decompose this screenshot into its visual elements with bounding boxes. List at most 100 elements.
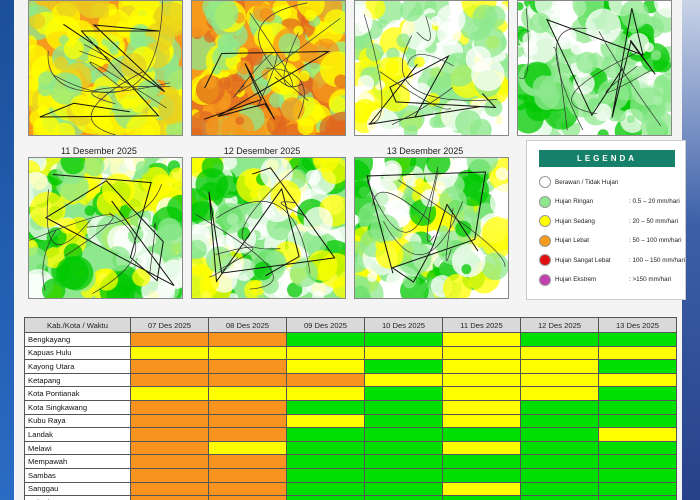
forecast-cell: [598, 399, 677, 415]
forecast-cell: [598, 454, 677, 469]
legend-swatch: [539, 195, 551, 208]
rainfall-map-graphic: [29, 1, 182, 135]
forecast-cell: [520, 467, 599, 483]
legend-label: Hujan Lebat: [555, 237, 589, 244]
rain-map-day-5: [28, 157, 183, 299]
forecast-cell: [520, 413, 599, 429]
forecast-cell: [208, 427, 287, 442]
forecast-cell: [364, 413, 443, 429]
region-name: Melawi: [24, 440, 131, 456]
forecast-cell: [130, 332, 209, 347]
forecast-cell: [598, 345, 677, 361]
forecast-cell: [130, 440, 209, 456]
region-name: Mempawah: [24, 454, 131, 469]
forecast-cell: [130, 399, 209, 415]
forecast-cell: [286, 427, 365, 442]
forecast-cell: [286, 332, 365, 347]
table-row: Landak: [24, 427, 677, 442]
forecast-cell: [598, 427, 677, 442]
forecast-cell: [520, 359, 599, 374]
forecast-cell: [364, 359, 443, 374]
rain-map-day-7: [354, 157, 509, 299]
forecast-cell: [364, 345, 443, 361]
forecast-cell: [598, 467, 677, 483]
legend-label: Hujan Sedang: [555, 217, 595, 225]
rainfall-map-graphic: [192, 158, 345, 298]
forecast-cell: [130, 481, 209, 497]
legend-swatch: [539, 273, 551, 286]
rainfall-map-graphic: [355, 1, 508, 135]
region-name: Sambas: [24, 467, 131, 483]
legend-swatch: [539, 234, 551, 247]
rain-map-day-3: [354, 0, 509, 136]
table-row: Bengkayang: [24, 332, 677, 347]
rainfall-map-graphic: [518, 1, 671, 135]
region-name: Ketapang: [24, 372, 131, 388]
legend-range: : >150 mm/hari: [629, 276, 672, 283]
forecast-cell: [598, 386, 677, 401]
table-header-date: 13 Des 2025: [598, 317, 677, 333]
forecast-cell: [520, 427, 599, 442]
region-name: Kapuas Hulu: [24, 345, 131, 361]
forecast-cell: [208, 359, 287, 374]
forecast-cell: [442, 359, 521, 374]
forecast-cell: [442, 386, 521, 401]
forecast-cell: [442, 495, 521, 500]
region-name: Kubu Raya: [24, 413, 131, 429]
table-header-date: 11 Des 2025: [442, 317, 521, 333]
forecast-cell: [520, 399, 599, 415]
forecast-cell: [130, 495, 209, 500]
forecast-cell: [520, 386, 599, 401]
forecast-cell: [286, 345, 365, 361]
table-row: Kayong Utara: [24, 359, 677, 374]
region-name: Kayong Utara: [24, 359, 131, 374]
forecast-cell: [598, 481, 677, 497]
region-name: Kota Pontianak: [24, 386, 131, 401]
table-header-date: 09 Des 2025: [286, 317, 365, 333]
forecast-cell: [442, 332, 521, 347]
forecast-cell: [442, 372, 521, 388]
forecast-cell: [208, 413, 287, 429]
forecast-cell: [442, 467, 521, 483]
rain-map-day-2: [191, 0, 346, 136]
table-row: Kota Pontianak: [24, 386, 677, 401]
forecast-cell: [130, 345, 209, 361]
region-name: Sekadau: [24, 495, 131, 500]
forecast-cell: [130, 454, 209, 469]
forecast-cell: [286, 481, 365, 497]
forecast-cell: [286, 440, 365, 456]
forecast-cell: [442, 454, 521, 469]
rain-map-day-4: [517, 0, 672, 136]
legend-item: Hujan Sangat Lebat: 100 – 150 mm/hari: [539, 253, 685, 267]
table-row: Kota Singkawang: [24, 399, 677, 415]
legend-range: : 0.5 – 20 mm/hari: [629, 198, 680, 205]
legend-label: Hujan Ringan: [555, 198, 594, 205]
forecast-table: Kab./Kota / Waktu 07 Des 2025 08 Des 2025 0…: [24, 317, 677, 500]
forecast-cell: [364, 386, 443, 401]
forecast-cell: [208, 332, 287, 347]
forecast-cell: [208, 386, 287, 401]
forecast-cell: [520, 345, 599, 361]
forecast-cell: [208, 345, 287, 361]
rain-map-day-1: [28, 0, 183, 136]
table-header-region: Kab./Kota / Waktu: [24, 317, 131, 333]
forecast-cell: [598, 332, 677, 347]
forecast-cell: [364, 332, 443, 347]
forecast-cell: [130, 413, 209, 429]
forecast-cell: [130, 372, 209, 388]
forecast-cell: [286, 454, 365, 469]
background-left-stripe: [0, 0, 14, 500]
table-row: Kapuas Hulu: [24, 345, 677, 361]
forecast-cell: [286, 359, 365, 374]
forecast-cell: [520, 440, 599, 456]
forecast-cell: [364, 495, 443, 500]
legend-swatch: [539, 176, 551, 188]
forecast-cell: [364, 467, 443, 483]
forecast-cell: [442, 427, 521, 442]
forecast-cell: [520, 481, 599, 497]
forecast-cell: [286, 372, 365, 388]
table-header-date: 12 Des 2025: [520, 317, 599, 333]
legend-range: : 100 – 150 mm/hari: [628, 256, 685, 264]
table-header-date: 07 Des 2025: [130, 317, 209, 333]
table-header-date: 08 Des 2025: [208, 317, 287, 333]
